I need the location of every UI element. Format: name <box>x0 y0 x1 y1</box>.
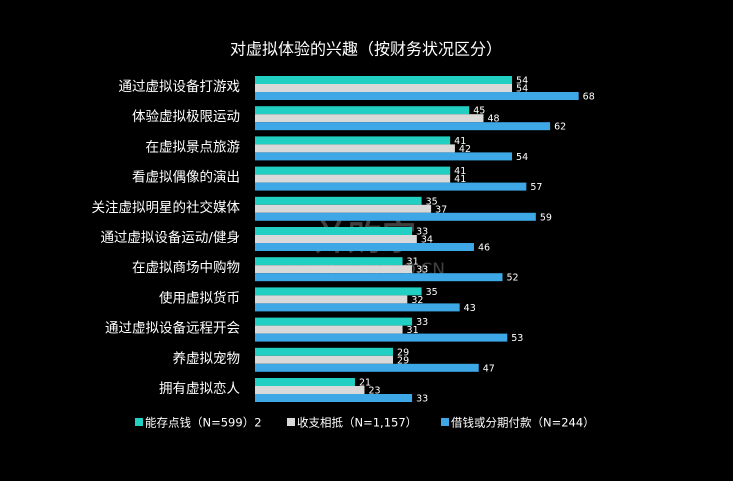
value-label: 54 <box>516 84 528 95</box>
category-label: 在虚拟景点旅游 <box>146 139 241 155</box>
value-label: 23 <box>368 386 380 397</box>
bar <box>255 84 513 92</box>
value-label: 41 <box>454 136 466 147</box>
bar <box>255 243 474 251</box>
bar <box>255 265 413 274</box>
value-label: 48 <box>487 114 499 125</box>
bar <box>255 303 460 312</box>
value-label: 54 <box>516 76 528 87</box>
category-label: 在虚拟商场中购物 <box>132 260 240 276</box>
value-label: 31 <box>407 257 419 268</box>
bar <box>255 317 413 326</box>
value-label: 21 <box>359 378 371 389</box>
bar <box>255 92 579 100</box>
value-label: 57 <box>530 182 542 193</box>
value-label: 54 <box>516 152 528 163</box>
value-label: 62 <box>554 122 566 133</box>
bar <box>255 174 451 183</box>
bar <box>255 76 513 84</box>
value-label: 33 <box>416 317 428 328</box>
legend-swatch <box>441 418 449 426</box>
bar <box>255 325 403 334</box>
bar <box>255 166 451 175</box>
bar <box>255 295 408 304</box>
category-label: 使用虚拟货币 <box>159 289 240 306</box>
value-label: 41 <box>454 174 466 185</box>
bar <box>255 257 403 266</box>
value-label: 52 <box>507 273 519 284</box>
value-label: 35 <box>426 196 438 207</box>
value-label: 59 <box>540 212 552 223</box>
category-label: 通过虚拟设备远程开会 <box>105 320 240 337</box>
category-label: 关注虚拟明星的社交媒体 <box>92 199 241 216</box>
value-label: 42 <box>459 144 471 155</box>
bar <box>255 355 394 364</box>
bar <box>255 152 513 161</box>
value-label: 29 <box>397 347 409 358</box>
category-label: 体验虚拟极限运动 <box>132 109 240 125</box>
value-label: 37 <box>435 204 447 215</box>
bar <box>255 212 536 221</box>
value-label: 32 <box>411 295 423 306</box>
category-label: 看虚拟偶像的演出 <box>132 170 240 186</box>
value-label: 34 <box>421 235 433 246</box>
bar <box>255 235 417 243</box>
category-label: 养虚拟宠物 <box>173 351 241 367</box>
value-label: 45 <box>473 106 485 117</box>
legend-swatch <box>287 418 295 426</box>
bar <box>255 394 413 402</box>
bar <box>255 136 451 145</box>
bar <box>255 114 484 123</box>
category-label: 通过虚拟设备打游戏 <box>119 78 241 95</box>
bar <box>255 122 551 131</box>
value-label: 68 <box>583 92 595 103</box>
bar <box>255 106 470 115</box>
bar <box>255 144 455 153</box>
value-label: 41 <box>454 166 466 177</box>
value-label: 53 <box>511 333 523 344</box>
value-label: 35 <box>426 287 438 298</box>
bar <box>255 196 422 205</box>
bar <box>255 204 432 213</box>
bar <box>255 378 355 386</box>
category-label: 拥有虚拟恋人 <box>159 380 240 397</box>
legend-swatch <box>135 418 143 426</box>
bar <box>255 386 365 394</box>
value-label: 33 <box>416 265 428 276</box>
value-label: 47 <box>483 363 495 374</box>
bar <box>255 227 413 235</box>
bar <box>255 287 422 296</box>
chart-title: 对虚拟体验的兴趣（按财务状况区分） <box>230 40 502 59</box>
legend-label: 借钱或分期付款（N=244） <box>451 416 595 430</box>
value-label: 46 <box>478 243 490 254</box>
value-label: 31 <box>407 325 419 336</box>
category-label: 通过虚拟设备运动/健身 <box>100 229 240 246</box>
bar <box>255 182 527 191</box>
value-label: 29 <box>397 355 409 366</box>
value-label: 43 <box>464 303 476 314</box>
legend-label: 能存点钱（N=599）2 <box>145 416 262 430</box>
bar <box>255 347 394 356</box>
bar <box>255 333 508 342</box>
value-label: 33 <box>416 227 428 238</box>
bar <box>255 273 503 282</box>
bar <box>255 363 479 372</box>
legend-label: 收支相抵（N=1,157） <box>297 416 417 430</box>
value-label: 33 <box>416 394 428 405</box>
